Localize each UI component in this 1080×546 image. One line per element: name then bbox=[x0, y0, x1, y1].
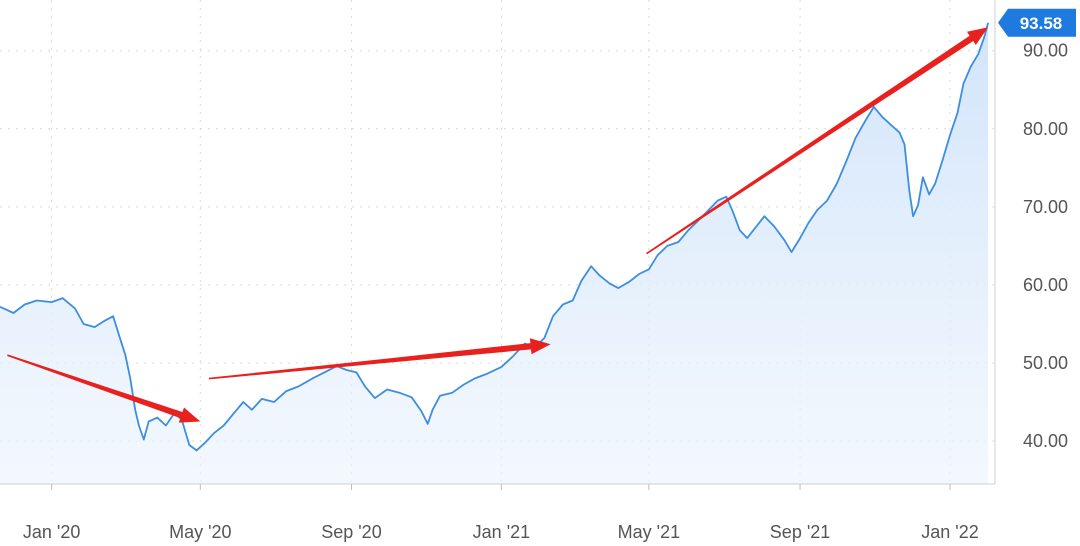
y-tick-label: 80.00 bbox=[1023, 119, 1068, 139]
x-tick-label: May '21 bbox=[618, 522, 680, 542]
y-tick-label: 90.00 bbox=[1023, 41, 1068, 61]
area-fill-layer bbox=[0, 22, 989, 485]
x-tick-label: Jan '21 bbox=[473, 522, 530, 542]
y-tick-label: 70.00 bbox=[1023, 197, 1068, 217]
trend-arrow-3 bbox=[646, 27, 989, 255]
last-price-badge: 93.58 bbox=[998, 8, 1076, 37]
trend-arrow-2 bbox=[208, 338, 551, 380]
price-area bbox=[0, 22, 989, 485]
x-tick-label: May '20 bbox=[169, 522, 231, 542]
x-tick-label: Sep '20 bbox=[321, 522, 382, 542]
x-tick-label: Jan '22 bbox=[921, 522, 978, 542]
last-price-badge-bg bbox=[998, 8, 1076, 37]
annotation-arrows bbox=[7, 27, 989, 423]
last-price-label: 93.58 bbox=[1020, 14, 1063, 33]
y-tick-label: 50.00 bbox=[1023, 353, 1068, 373]
y-tick-label: 40.00 bbox=[1023, 431, 1068, 451]
trend-arrow-1 bbox=[7, 354, 201, 423]
x-tick-label: Sep '21 bbox=[770, 522, 831, 542]
x-tick-label: Jan '20 bbox=[23, 522, 80, 542]
y-tick-label: 60.00 bbox=[1023, 275, 1068, 295]
